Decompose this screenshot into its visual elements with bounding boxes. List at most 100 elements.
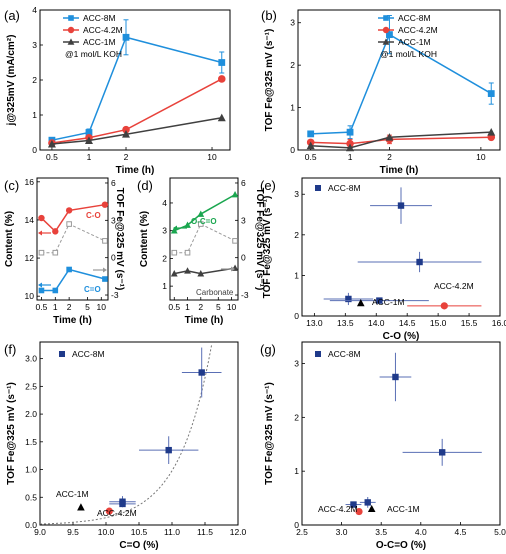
point-label: ACC-4.2M	[434, 281, 474, 291]
scatter-point	[77, 503, 85, 511]
data-point-ACC-1M	[385, 133, 394, 141]
series-line-TOF	[174, 223, 236, 254]
data-point-ACC-1M	[47, 139, 56, 148]
y-tick-label: 16	[25, 177, 35, 187]
y-tick-label: 2	[32, 75, 37, 85]
x-tick-label: 10	[227, 302, 237, 312]
x-tick-label: 10.5	[131, 527, 148, 537]
y-tick-label: 3	[162, 226, 167, 236]
y2-tick-label: -3	[111, 290, 119, 300]
scatter-point	[345, 295, 352, 303]
panel-label: (e)	[260, 178, 276, 193]
data-point-ACC-1M	[487, 127, 496, 136]
x-tick-label: 0.5	[36, 302, 48, 312]
legend-marker	[59, 351, 65, 357]
y-tick-label: 14	[25, 215, 35, 225]
panel-label: (f)	[4, 342, 16, 357]
data-point-ACC-4.2M	[122, 125, 130, 134]
x-axis-label: Time (h)	[185, 315, 224, 326]
data-point-O-C=O	[170, 227, 178, 234]
y-tick-label: 1	[294, 466, 299, 476]
legend-label: ACC-1M	[398, 37, 431, 47]
y-axis-label: j@325mV (mA/cm²)	[6, 35, 17, 127]
y2-tick-label: 6	[111, 178, 116, 188]
data-point-C-O	[65, 207, 73, 214]
x-tick-label: 1	[348, 152, 353, 162]
y-tick-label: 3	[294, 359, 299, 369]
data-point-ACC-8M	[218, 59, 226, 66]
x-tick-label: 13.5	[337, 318, 354, 328]
x-tick-label: 10.0	[98, 527, 115, 537]
y-axis-label: TOF Fe@325 mV (s⁻¹)	[264, 382, 275, 485]
plot-frame-4	[301, 177, 501, 317]
legend-marker	[383, 15, 389, 21]
data-point-C=O	[52, 287, 59, 294]
scatter-point	[165, 446, 172, 454]
x-tick-label: 0.5	[46, 152, 58, 162]
scatter-point	[392, 373, 399, 381]
legend-marker	[315, 351, 321, 357]
arrow-head	[38, 230, 42, 236]
legend-label: ACC-8M	[398, 13, 431, 23]
scatter-point	[416, 258, 423, 266]
data-point-ACC-4.2M	[346, 139, 354, 148]
y-tick-label: 0	[290, 145, 295, 155]
y-tick-label: 1	[294, 270, 299, 280]
y2-tick-label: -3	[241, 290, 249, 300]
x-tick-label: 4.5	[454, 527, 466, 537]
point-label: ACC-1M	[387, 504, 420, 514]
y-axis-label: TOF Fe@325 mV (s⁻¹)	[262, 196, 273, 299]
legend-label: ACC-8M	[328, 183, 361, 193]
x-tick-label: 2	[198, 302, 203, 312]
data-point-ACC-8M	[487, 90, 495, 97]
data-point-Carbonate	[184, 267, 191, 274]
scatter-point	[350, 501, 357, 508]
data-point-C=O	[102, 276, 108, 282]
scatter-point	[105, 507, 113, 515]
y2-tick-label: 0	[111, 253, 116, 263]
annotation: @1 mol/L KOH	[65, 49, 122, 59]
y-tick-label: 3	[32, 40, 37, 50]
x-tick-label: 9.0	[34, 527, 46, 537]
x-axis-label: Time (h)	[53, 315, 92, 326]
data-point-Carbonate	[170, 270, 178, 277]
x-tick-label: 1	[87, 152, 92, 162]
x-tick-label: 4.0	[415, 527, 427, 537]
x-tick-label: 10	[207, 152, 217, 162]
x-tick-label: 12.0	[230, 527, 247, 537]
x-axis-label: Time (h)	[116, 165, 155, 176]
data-point-ACC-8M	[307, 130, 315, 138]
y-tick-label: 3	[290, 18, 295, 28]
x-tick-label: 5	[216, 302, 221, 312]
x-axis-label: C=O (%)	[119, 540, 158, 551]
y-axis-label: Content (%)	[4, 211, 15, 267]
x-tick-label: 3.5	[375, 527, 387, 537]
panel-label: (a)	[4, 8, 20, 23]
legend-label: ACC-4.2M	[398, 25, 438, 35]
x-tick-label: 2	[387, 152, 392, 162]
series-line-ACC-4.2M	[310, 136, 492, 145]
y-tick-label: 1	[162, 281, 167, 291]
x-tick-label: 2	[124, 152, 129, 162]
x-tick-label: 14.5	[399, 318, 416, 328]
arrow-head	[38, 282, 42, 288]
x-tick-label: 5.0	[494, 527, 506, 537]
scatter-point	[356, 299, 365, 307]
data-point-TOF	[38, 249, 45, 256]
y2-tick-label: 3	[241, 215, 246, 225]
x-tick-label: 10	[476, 152, 486, 162]
plot-frame-6	[301, 341, 501, 526]
scatter-point	[440, 302, 448, 310]
series-line-ACC-4.2M	[51, 78, 223, 144]
x-tick-label: 1	[185, 302, 190, 312]
y-tick-label: 2	[294, 412, 299, 422]
x-tick-label: 10	[97, 302, 107, 312]
legend-marker	[382, 38, 390, 45]
y2-tick-label: 3	[111, 215, 116, 225]
annotation: @1 mol/L KOH	[380, 49, 437, 59]
series-line-C-O	[40, 203, 106, 233]
data-point-TOF	[66, 221, 72, 227]
point-label: ACC-4.2M	[318, 504, 358, 514]
series-line-ACC-8M	[51, 36, 222, 141]
x-tick-label: 1	[53, 302, 58, 312]
